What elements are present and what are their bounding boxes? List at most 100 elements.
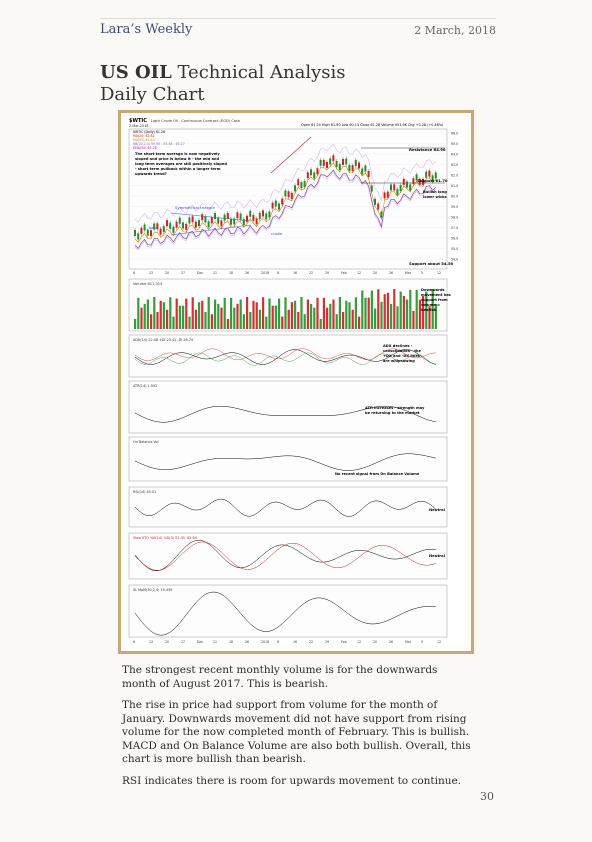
volume-bar — [271, 305, 274, 329]
candle-body — [303, 180, 306, 187]
stoch-d — [134, 541, 436, 571]
candle-body — [348, 165, 351, 172]
legend-entry: BB(20,2.0) 59.90 - 63.48 - 65.27 — [133, 142, 185, 146]
x-tick: Mar — [405, 271, 412, 275]
support-mid-label: Support 61.70 — [417, 178, 448, 183]
x-axis-bottom: 6 13 20 27 Dec 11 18 26 2018 8 16 22 29 Feb 12 20 26 Mar 5… — [133, 640, 441, 644]
volume-bar — [364, 297, 367, 329]
candle-body — [319, 159, 322, 166]
price-tick: 54.0 — [451, 258, 458, 262]
volume-bar — [335, 314, 338, 329]
x-tick: 29 — [325, 640, 329, 644]
volume-bar — [415, 289, 418, 329]
title-rest: Technical Analysis — [171, 62, 346, 83]
minus-di-series — [134, 348, 436, 361]
candle-body — [390, 184, 392, 191]
volume-bar — [361, 290, 364, 329]
candle-body — [351, 165, 354, 172]
candle-body — [201, 214, 204, 221]
atr-series — [134, 405, 436, 423]
volume-bar — [175, 298, 178, 329]
candle-body — [268, 211, 271, 218]
x-tick: 8 — [277, 271, 279, 275]
macd-panel — [128, 584, 448, 638]
candle-body — [370, 185, 373, 192]
stoch-lines — [134, 539, 436, 572]
candle-body — [265, 213, 268, 220]
volume-bar — [255, 302, 258, 329]
candle-body — [169, 222, 172, 229]
stoch-note: Neutral — [429, 553, 445, 558]
volume-bar — [351, 309, 354, 329]
candle-body — [191, 216, 194, 223]
volume-bar — [210, 314, 213, 329]
page-title: US OIL Technical Analysis Daily Chart — [100, 62, 346, 106]
candle-body — [143, 224, 146, 231]
candle-body — [434, 172, 437, 179]
page-number: 30 — [480, 790, 494, 803]
volume-bar — [370, 290, 373, 329]
volume-bar — [306, 299, 309, 329]
adx-lines — [134, 348, 436, 366]
chart-ohlc: Open 61.24 High 61.90 Low 60.13 Close 61… — [301, 123, 444, 127]
candle-body — [134, 230, 136, 236]
body-text: The strongest recent monthly volume is f… — [122, 664, 474, 796]
triangle-bottom — [170, 224, 252, 236]
volume-bar — [303, 314, 306, 329]
volume-bar — [300, 297, 303, 329]
volume-bar — [191, 297, 194, 329]
volume-bar — [332, 299, 335, 329]
price-tick: 66.0 — [451, 132, 458, 136]
volume-bar — [169, 297, 172, 329]
volume-bar — [140, 307, 143, 329]
bb-lower — [134, 171, 437, 251]
x-tick: 5 — [421, 271, 423, 275]
obv-series — [134, 453, 436, 471]
price-tick: 65.0 — [451, 142, 458, 146]
volume-bar — [246, 297, 249, 329]
volume-bar — [233, 307, 236, 329]
header-rule — [100, 18, 496, 19]
rsi-line — [134, 498, 436, 517]
volume-bar — [326, 307, 329, 329]
candle-body — [214, 213, 216, 220]
macd-series — [134, 591, 436, 636]
publication-date: 2 March, 2018 — [414, 24, 496, 37]
volume-bar — [342, 312, 345, 329]
volume-bar — [239, 299, 242, 329]
x-tick: 22 — [309, 640, 313, 644]
x-tick: 20 — [165, 271, 169, 275]
sym-triangle-label: Symmetrical triangle — [175, 205, 215, 210]
candle-body — [431, 175, 434, 182]
candle-body — [262, 210, 264, 217]
volume-bar — [294, 300, 297, 329]
candle-body — [374, 198, 376, 205]
adx-label: ADX(14) 22.48 +DI 23.41 -DI 28.74 — [133, 338, 193, 342]
adx-panel — [128, 334, 448, 378]
volume-bar — [166, 309, 169, 329]
x-tick: 26 — [389, 640, 393, 644]
volume-bar — [386, 292, 389, 329]
obv-note: No recent signal from On Balance Volume — [335, 472, 420, 476]
volume-bar — [316, 297, 319, 329]
trend-note-text: The short term average is now negatively — [135, 152, 220, 156]
candle-body — [188, 217, 191, 224]
volume-bar — [329, 303, 332, 329]
title-line2: Daily Chart — [100, 84, 205, 105]
candle-body — [290, 192, 293, 199]
volume-bar — [146, 299, 149, 329]
candle-body — [326, 161, 328, 168]
volume-bar — [290, 302, 293, 329]
volume-bar — [367, 297, 370, 329]
candle-body — [178, 217, 181, 224]
note-line: lower wicks — [423, 195, 447, 199]
x-tick: 6 — [133, 271, 135, 275]
volume-bar — [358, 316, 361, 329]
paragraph-3: RSI indicates there is room for upwards … — [122, 774, 462, 787]
candle-body — [217, 217, 220, 224]
wicks-line: Bullish long — [423, 190, 447, 194]
price-tick: 60.0 — [451, 195, 458, 199]
x-tick: 26 — [389, 271, 393, 275]
volume-bar — [431, 289, 434, 329]
